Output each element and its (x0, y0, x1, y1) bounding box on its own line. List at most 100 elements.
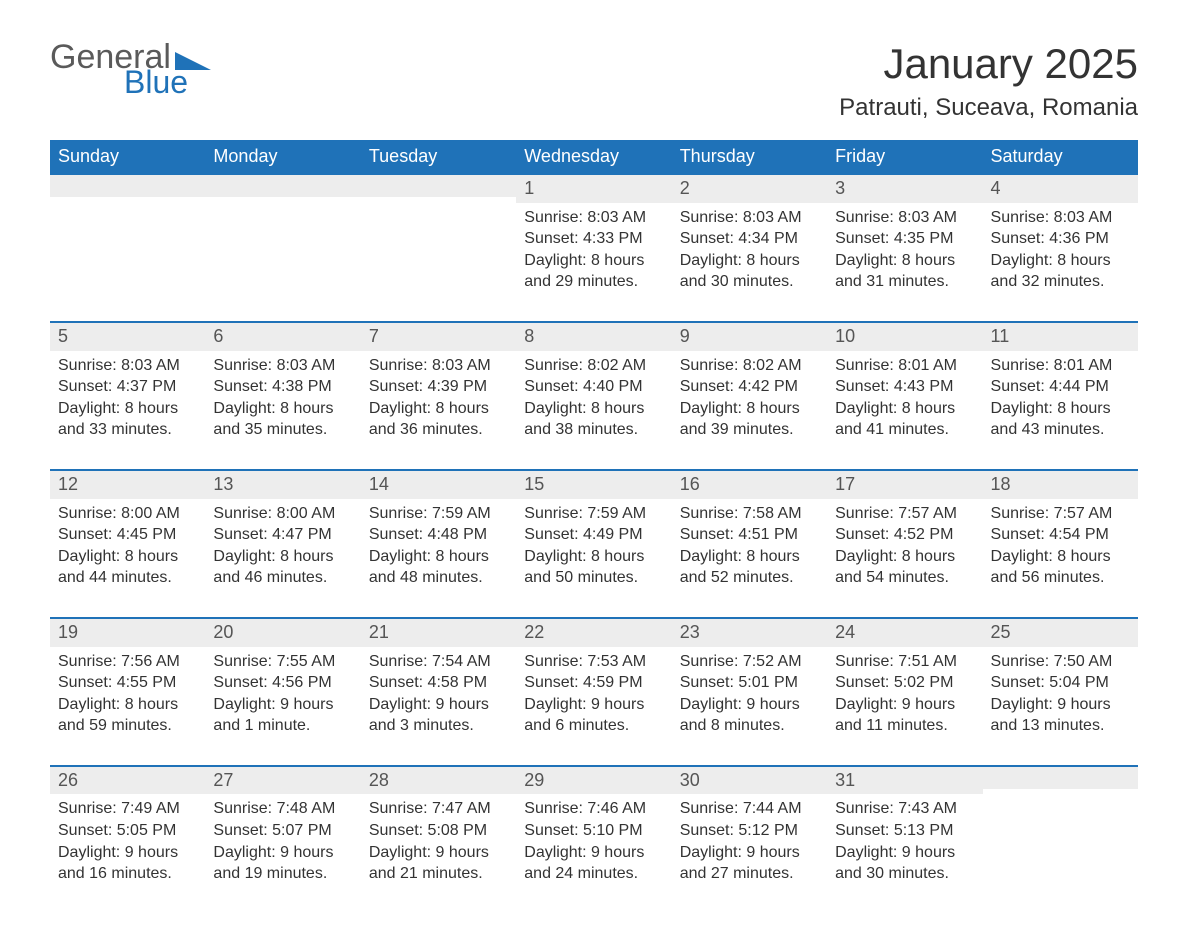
day-cell: 1Sunrise: 8:03 AMSunset: 4:33 PMDaylight… (516, 173, 671, 321)
week-row: 1Sunrise: 8:03 AMSunset: 4:33 PMDaylight… (50, 173, 1138, 321)
calendar-grid: Sunday Monday Tuesday Wednesday Thursday… (50, 140, 1138, 913)
sunset-line: Sunset: 4:39 PM (369, 376, 508, 398)
daylight-line-2: and 38 minutes. (524, 419, 663, 441)
day-number: 7 (361, 321, 516, 351)
day-number: 2 (672, 173, 827, 203)
day-header-friday: Friday (827, 140, 982, 173)
daylight-line-1: Daylight: 8 hours (369, 398, 508, 420)
sunrise-line: Sunrise: 7:53 AM (524, 651, 663, 673)
day-cell: 21Sunrise: 7:54 AMSunset: 4:58 PMDayligh… (361, 617, 516, 765)
sunset-line: Sunset: 4:37 PM (58, 376, 197, 398)
day-number: 28 (361, 765, 516, 795)
day-cell: 19Sunrise: 7:56 AMSunset: 4:55 PMDayligh… (50, 617, 205, 765)
daylight-line-1: Daylight: 9 hours (835, 842, 974, 864)
daylight-line-2: and 33 minutes. (58, 419, 197, 441)
day-body: Sunrise: 7:43 AMSunset: 5:13 PMDaylight:… (827, 794, 982, 912)
sunrise-line: Sunrise: 7:50 AM (991, 651, 1130, 673)
day-number: 15 (516, 469, 671, 499)
day-cell: 13Sunrise: 8:00 AMSunset: 4:47 PMDayligh… (205, 469, 360, 617)
sunset-line: Sunset: 4:33 PM (524, 228, 663, 250)
sunrise-line: Sunrise: 7:55 AM (213, 651, 352, 673)
sunset-line: Sunset: 4:38 PM (213, 376, 352, 398)
day-cell: 20Sunrise: 7:55 AMSunset: 4:56 PMDayligh… (205, 617, 360, 765)
day-number: 19 (50, 617, 205, 647)
day-body: Sunrise: 8:03 AMSunset: 4:34 PMDaylight:… (672, 203, 827, 321)
daylight-line-2: and 11 minutes. (835, 715, 974, 737)
sunset-line: Sunset: 5:01 PM (680, 672, 819, 694)
daylight-line-1: Daylight: 8 hours (524, 546, 663, 568)
day-number: 29 (516, 765, 671, 795)
daylight-line-1: Daylight: 8 hours (835, 398, 974, 420)
day-header-row: Sunday Monday Tuesday Wednesday Thursday… (50, 140, 1138, 173)
day-cell: 2Sunrise: 8:03 AMSunset: 4:34 PMDaylight… (672, 173, 827, 321)
day-header-sunday: Sunday (50, 140, 205, 173)
day-body: Sunrise: 7:55 AMSunset: 4:56 PMDaylight:… (205, 647, 360, 765)
sunrise-line: Sunrise: 7:51 AM (835, 651, 974, 673)
day-body: Sunrise: 7:54 AMSunset: 4:58 PMDaylight:… (361, 647, 516, 765)
day-body: Sunrise: 7:57 AMSunset: 4:52 PMDaylight:… (827, 499, 982, 617)
sunrise-line: Sunrise: 8:03 AM (213, 355, 352, 377)
daylight-line-1: Daylight: 8 hours (991, 398, 1130, 420)
daylight-line-1: Daylight: 8 hours (991, 250, 1130, 272)
daylight-line-2: and 1 minute. (213, 715, 352, 737)
location-label: Patrauti, Suceava, Romania (839, 94, 1138, 122)
daylight-line-2: and 27 minutes. (680, 863, 819, 885)
sunrise-line: Sunrise: 8:03 AM (524, 207, 663, 229)
day-body: Sunrise: 7:59 AMSunset: 4:48 PMDaylight:… (361, 499, 516, 617)
day-number: 9 (672, 321, 827, 351)
sunrise-line: Sunrise: 7:54 AM (369, 651, 508, 673)
daylight-line-2: and 31 minutes. (835, 271, 974, 293)
day-body: Sunrise: 7:44 AMSunset: 5:12 PMDaylight:… (672, 794, 827, 912)
sunset-line: Sunset: 5:12 PM (680, 820, 819, 842)
day-body: Sunrise: 7:50 AMSunset: 5:04 PMDaylight:… (983, 647, 1138, 765)
daylight-line-2: and 41 minutes. (835, 419, 974, 441)
sunrise-line: Sunrise: 7:46 AM (524, 798, 663, 820)
day-cell: 12Sunrise: 8:00 AMSunset: 4:45 PMDayligh… (50, 469, 205, 617)
daylight-line-2: and 30 minutes. (680, 271, 819, 293)
sunset-line: Sunset: 4:51 PM (680, 524, 819, 546)
sunset-line: Sunset: 5:04 PM (991, 672, 1130, 694)
day-number: 13 (205, 469, 360, 499)
day-body (361, 197, 516, 297)
sunrise-line: Sunrise: 7:48 AM (213, 798, 352, 820)
sunrise-line: Sunrise: 8:03 AM (835, 207, 974, 229)
sunset-line: Sunset: 5:08 PM (369, 820, 508, 842)
daylight-line-1: Daylight: 9 hours (680, 694, 819, 716)
day-cell: 18Sunrise: 7:57 AMSunset: 4:54 PMDayligh… (983, 469, 1138, 617)
sunset-line: Sunset: 4:59 PM (524, 672, 663, 694)
week-row: 19Sunrise: 7:56 AMSunset: 4:55 PMDayligh… (50, 617, 1138, 765)
sunrise-line: Sunrise: 7:57 AM (991, 503, 1130, 525)
sunrise-line: Sunrise: 7:52 AM (680, 651, 819, 673)
day-cell: 9Sunrise: 8:02 AMSunset: 4:42 PMDaylight… (672, 321, 827, 469)
day-number: 31 (827, 765, 982, 795)
day-cell: 23Sunrise: 7:52 AMSunset: 5:01 PMDayligh… (672, 617, 827, 765)
day-cell: 28 Sunrise: 7:47 AMSunset: 5:08 PMDayligh… (361, 765, 516, 913)
day-number: 18 (983, 469, 1138, 499)
daylight-line-1: Daylight: 9 hours (524, 842, 663, 864)
day-body: Sunrise: 7:51 AMSunset: 5:02 PMDaylight:… (827, 647, 982, 765)
sunset-line: Sunset: 4:56 PM (213, 672, 352, 694)
daylight-line-2: and 3 minutes. (369, 715, 508, 737)
day-body: Sunrise: 7:49 AMSunset: 5:05 PMDaylight:… (50, 794, 205, 912)
daylight-line-2: and 32 minutes. (991, 271, 1130, 293)
day-cell: 15Sunrise: 7:59 AMSunset: 4:49 PMDayligh… (516, 469, 671, 617)
sunrise-line: Sunrise: 8:00 AM (213, 503, 352, 525)
day-cell: 25Sunrise: 7:50 AMSunset: 5:04 PMDayligh… (983, 617, 1138, 765)
daylight-line-2: and 30 minutes. (835, 863, 974, 885)
day-header-thursday: Thursday (672, 140, 827, 173)
sunrise-line: Sunrise: 7:57 AM (835, 503, 974, 525)
logo-text-blue: Blue (124, 66, 211, 98)
sunrise-line: Sunrise: 7:59 AM (524, 503, 663, 525)
day-header-wednesday: Wednesday (516, 140, 671, 173)
daylight-line-1: Daylight: 9 hours (369, 842, 508, 864)
day-number: 11 (983, 321, 1138, 351)
sunrise-line: Sunrise: 7:47 AM (369, 798, 508, 820)
sunset-line: Sunset: 5:13 PM (835, 820, 974, 842)
day-number: 20 (205, 617, 360, 647)
daylight-line-2: and 13 minutes. (991, 715, 1130, 737)
sunrise-line: Sunrise: 8:02 AM (524, 355, 663, 377)
daylight-line-1: Daylight: 9 hours (213, 842, 352, 864)
sunrise-line: Sunrise: 7:58 AM (680, 503, 819, 525)
day-number: 14 (361, 469, 516, 499)
daylight-line-2: and 46 minutes. (213, 567, 352, 589)
